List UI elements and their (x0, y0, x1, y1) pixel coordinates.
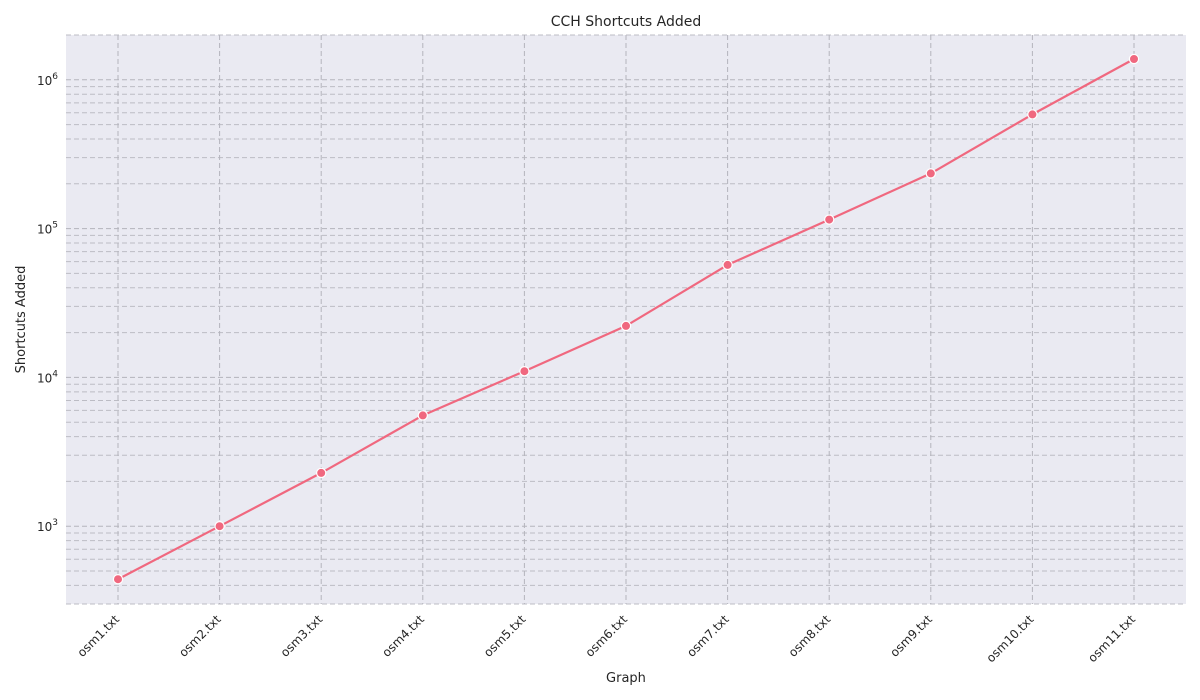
data-point-osm1-txt (112, 574, 124, 585)
data-point-osm8-txt (824, 214, 835, 225)
x-tick-label: osm1.txt (75, 612, 123, 660)
data-point-osm10-txt (1027, 109, 1038, 120)
series-layer (112, 53, 1140, 585)
data-point-osm3-txt (316, 467, 327, 479)
x-tick-labels: osm1.txt osm2.txt osm3.txt osm4.txt osm5.txt… (75, 612, 1139, 665)
x-tick-label: osm8.txt (786, 612, 834, 660)
x-tick-label: osm3.txt (278, 612, 326, 660)
x-tick-label: osm10.txt (984, 612, 1037, 665)
x-tick-label: osm2.txt (176, 612, 224, 660)
data-point-osm4-txt (417, 410, 428, 421)
y-axis-label: Shortcuts Added (14, 266, 29, 374)
data-point-osm7-txt (722, 259, 733, 271)
x-tick-label: osm4.txt (379, 612, 427, 660)
y-tick-label: 106 (37, 72, 58, 88)
data-point-osm11-txt (1128, 53, 1140, 65)
x-axis-label: Graph (606, 671, 646, 686)
y-tick-labels: 103 104 105 106 (37, 72, 58, 534)
data-point-osm5-txt (519, 366, 530, 377)
x-tick-label: osm6.txt (583, 612, 631, 660)
data-point-osm6-txt (620, 320, 632, 332)
data-point-osm2-txt (214, 521, 225, 532)
x-tick-label: osm5.txt (481, 612, 529, 660)
chart-title: CCH Shortcuts Added (551, 14, 702, 30)
y-tick-label: 105 (37, 221, 58, 237)
x-tick-label: osm11.txt (1085, 612, 1138, 665)
y-tick-label: 103 (37, 518, 58, 534)
x-tick-label: osm7.txt (684, 612, 732, 660)
x-tick-label: osm9.txt (887, 612, 935, 660)
grid-layer (66, 34, 1186, 605)
y-tick-label: 104 (37, 369, 58, 385)
data-point-osm9-txt (925, 168, 937, 179)
